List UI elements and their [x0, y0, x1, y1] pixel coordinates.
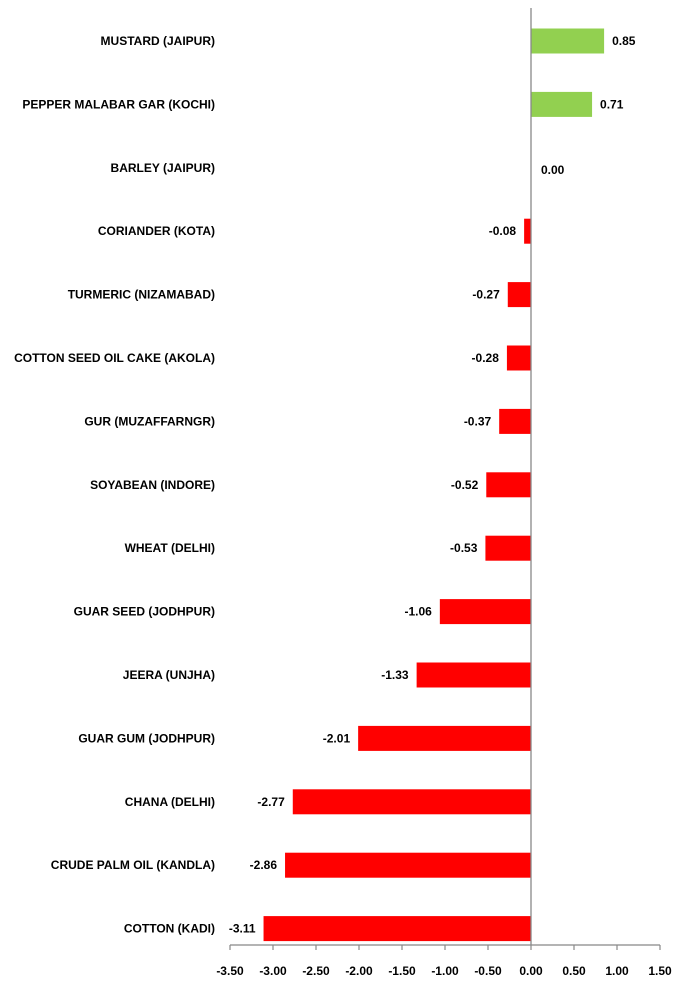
- x-tick-label: 0.00: [519, 964, 543, 978]
- x-tick-label: 0.50: [562, 964, 586, 978]
- category-label: COTTON SEED OIL CAKE (AKOLA): [14, 351, 215, 365]
- x-tick-label: 1.50: [648, 964, 672, 978]
- data-label: -0.28: [472, 351, 500, 365]
- bar: [499, 408, 531, 434]
- x-tick-label: -3.00: [259, 964, 287, 978]
- data-label: -0.08: [489, 224, 517, 238]
- category-label: TURMERIC (NIZAMABAD): [68, 288, 215, 302]
- category-label: BARLEY (JAIPUR): [111, 161, 215, 175]
- data-label: -0.53: [450, 541, 478, 555]
- data-label: -2.01: [323, 731, 351, 745]
- bar: [485, 535, 531, 561]
- category-label: CORIANDER (KOTA): [98, 224, 215, 238]
- data-label: 0.71: [600, 97, 624, 111]
- bar: [531, 91, 593, 117]
- bar: [416, 662, 531, 688]
- x-tick-label: -1.00: [431, 964, 459, 978]
- category-label: WHEAT (DELHI): [125, 541, 215, 555]
- category-label: CRUDE PALM OIL (KANDLA): [51, 858, 215, 872]
- category-label: SOYABEAN (INDORE): [90, 478, 215, 492]
- x-tick-label: -1.50: [388, 964, 416, 978]
- axis-layer: -3.50 -3.00 -2.50 -2.00 -1.50 -1.00 -0.50 0.00 0…: [216, 8, 672, 978]
- data-label: -2.86: [250, 858, 278, 872]
- category-label: MUSTARD (JAIPUR): [101, 34, 215, 48]
- x-tick-label: -3.50: [216, 964, 244, 978]
- data-label: -1.06: [404, 605, 432, 619]
- bar: [263, 916, 531, 942]
- bar: [506, 345, 531, 371]
- data-label: 0.00: [541, 163, 565, 177]
- category-label: JEERA (UNJHA): [123, 668, 215, 682]
- bar: [524, 218, 531, 244]
- labels-layer: MUSTARD (JAIPUR) 0.85 PEPPER MALABAR GAR (…: [14, 34, 636, 936]
- data-label: 0.85: [612, 34, 636, 48]
- x-tick-label: 1.00: [605, 964, 629, 978]
- bar: [439, 599, 531, 625]
- data-label: -0.52: [451, 478, 479, 492]
- category-label: CHANA (DELHI): [125, 795, 215, 809]
- data-label: -0.37: [464, 414, 492, 428]
- bar: [285, 852, 531, 878]
- x-tick-label: -2.00: [345, 964, 373, 978]
- data-label: -0.27: [472, 288, 500, 302]
- category-label: GUAR SEED (JODHPUR): [74, 605, 215, 619]
- data-label: -3.11: [229, 922, 256, 936]
- x-tick-label: -2.50: [302, 964, 330, 978]
- bar: [358, 725, 531, 751]
- bar: [531, 28, 605, 54]
- category-label: PEPPER MALABAR GAR (KOCHI): [22, 97, 215, 111]
- category-label: GUR (MUZAFFARNGR): [84, 414, 215, 428]
- category-label: GUAR GUM (JODHPUR): [78, 731, 215, 745]
- data-label: -1.33: [381, 668, 409, 682]
- category-label: COTTON (KADI): [124, 922, 215, 936]
- bar: [292, 789, 531, 815]
- data-label: -2.77: [257, 795, 285, 809]
- bar: [486, 472, 531, 498]
- bars-layer: [263, 28, 605, 942]
- bar: [507, 282, 531, 308]
- x-tick-label: -0.50: [474, 964, 502, 978]
